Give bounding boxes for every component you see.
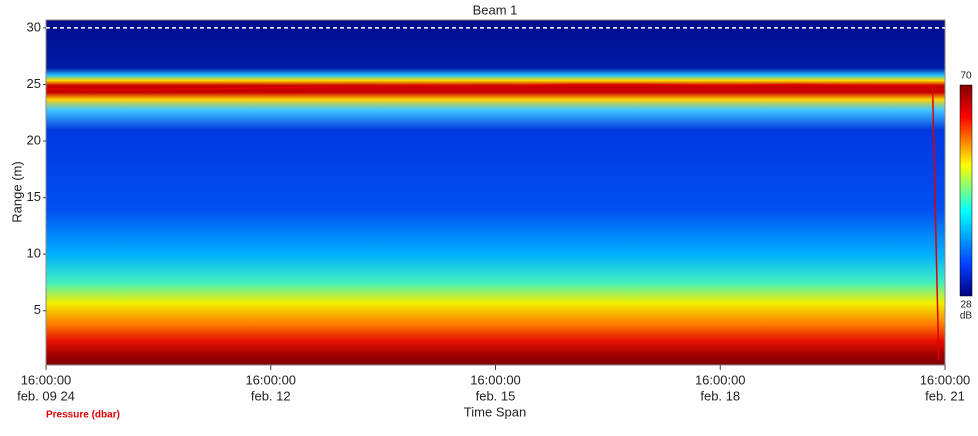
y-tick-label: 25: [27, 76, 41, 91]
colorbar-unit: dB: [960, 311, 973, 322]
y-tick-label: 5: [34, 302, 41, 317]
colorbar: [959, 84, 973, 297]
x-axis-label: Time Span: [464, 404, 526, 419]
pressure-line: [45, 83, 940, 361]
y-tick-label: 20: [27, 132, 41, 147]
x-tick-label: feb. 12: [251, 388, 291, 403]
x-tick-label: feb. 18: [700, 388, 740, 403]
colorbar-min: 28: [960, 300, 972, 311]
x-tick-label: 16:00:00: [695, 372, 746, 387]
x-tick-label: feb. 09 24: [17, 388, 75, 403]
x-tick-label: 16:00:00: [470, 372, 521, 387]
legend-entry: Pressure (dbar): [46, 410, 120, 421]
y-tick-label: 15: [27, 189, 41, 204]
y-axis-label: Range (m): [9, 161, 24, 222]
chart-title: Beam 1: [473, 2, 518, 17]
heatmap: [46, 20, 945, 365]
y-tick-label: 30: [27, 19, 41, 34]
x-tick-label: feb. 21: [925, 388, 965, 403]
x-tick-label: feb. 15: [476, 388, 516, 403]
x-tick-label: 16:00:00: [21, 372, 72, 387]
x-tick-label: 16:00:00: [245, 372, 296, 387]
x-tick-label: 16:00:00: [920, 372, 971, 387]
y-tick-label: 10: [27, 246, 41, 261]
colorbar-max: 70: [960, 71, 972, 82]
